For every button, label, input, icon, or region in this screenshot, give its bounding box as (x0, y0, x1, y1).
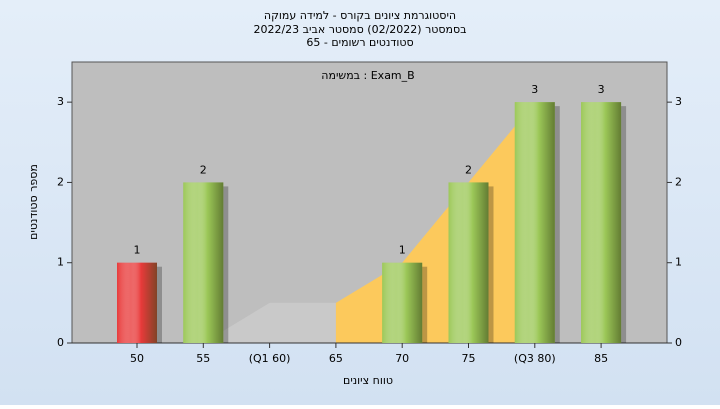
x-tick-label: 85 (594, 352, 608, 365)
bar-shine (183, 182, 224, 343)
bar-shine (382, 262, 423, 343)
y-tick-label: 3 (57, 95, 64, 108)
y2-tick-label: 3 (675, 95, 682, 108)
x-tick-label: 55 (196, 352, 210, 365)
y-tick-label: 0 (57, 336, 64, 349)
bar-shine (448, 182, 489, 343)
y2-tick-label: 2 (675, 175, 682, 188)
value-label: 3 (598, 83, 605, 96)
value-label: 1 (134, 244, 141, 257)
y2-tick-label: 1 (675, 256, 682, 269)
chart-subtitle: בסמסטר (02/2022) סמסטר אביב 2022/23 (253, 23, 466, 36)
value-label: 2 (465, 163, 472, 176)
value-label: 1 (399, 244, 406, 257)
x-tick-label: 50 (130, 352, 144, 365)
x-axis-label: טווח ציונים (343, 374, 393, 387)
x-tick-label: 75 (462, 352, 476, 365)
x-tick-label: (Q1 60) (249, 352, 291, 365)
x-tick-label: 65 (329, 352, 343, 365)
y-axis-label: מספר סטודנטים (27, 164, 40, 240)
y-tick-label: 2 (57, 175, 64, 188)
chart-subtitle: סטודנטים רשומים - 65 (306, 36, 413, 49)
bar-shine (514, 102, 555, 344)
bar-shine (117, 262, 157, 343)
x-tick-label: (Q3 80) (514, 352, 556, 365)
y2-tick-label: 0 (675, 336, 682, 349)
x-tick-label: 70 (395, 352, 409, 365)
value-label: 3 (531, 83, 538, 96)
chart-title: היסטוגרמת ציונים בקורס - למידה עמוקה (264, 9, 456, 22)
annotation: במשימה : Exam_B (321, 69, 414, 82)
value-label: 2 (200, 163, 207, 176)
y-tick-label: 1 (57, 256, 64, 269)
bar-shine (581, 102, 622, 344)
area (203, 302, 336, 343)
